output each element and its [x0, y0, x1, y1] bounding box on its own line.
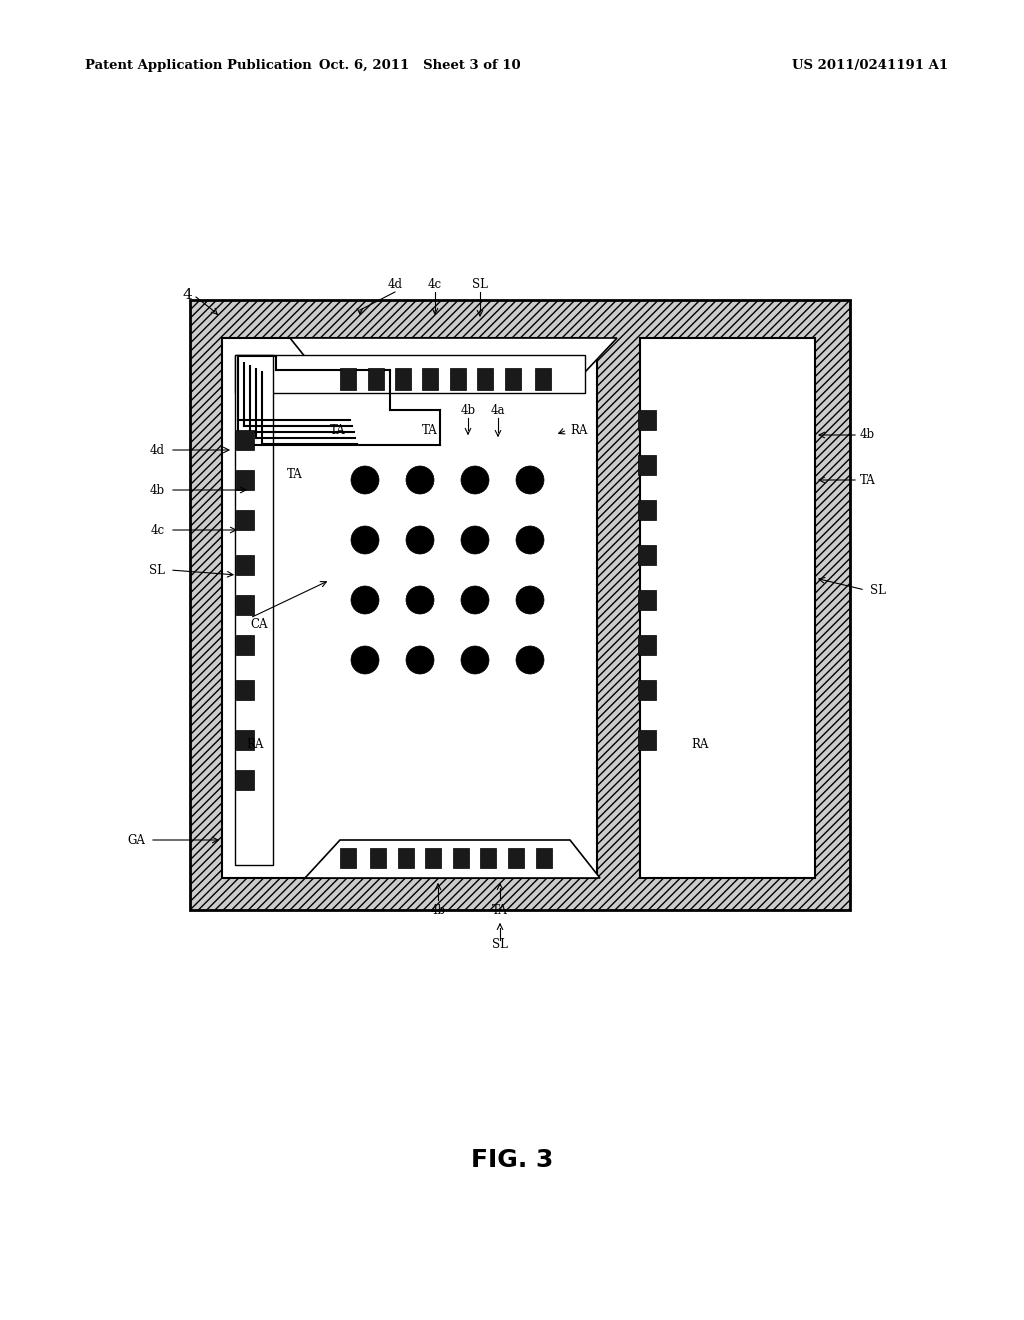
Text: GA: GA — [127, 833, 145, 846]
Text: TA: TA — [493, 903, 508, 916]
Bar — [535, 368, 551, 389]
Bar — [477, 368, 493, 389]
Bar — [425, 847, 441, 869]
Text: 4b: 4b — [430, 903, 445, 916]
Text: TA: TA — [330, 424, 346, 437]
Text: SL: SL — [472, 279, 488, 292]
Text: 4b: 4b — [860, 429, 876, 441]
Bar — [370, 847, 386, 869]
Bar — [368, 368, 384, 389]
Circle shape — [351, 645, 379, 675]
Bar — [536, 847, 552, 869]
Polygon shape — [290, 338, 617, 388]
Circle shape — [351, 586, 379, 614]
Text: TA: TA — [287, 469, 303, 482]
Bar — [190, 300, 850, 909]
Bar — [638, 411, 656, 430]
Bar — [395, 368, 411, 389]
Circle shape — [516, 645, 544, 675]
Text: FIG. 3: FIG. 3 — [471, 1148, 553, 1172]
Text: RA: RA — [247, 738, 264, 751]
Circle shape — [461, 586, 489, 614]
Text: TA: TA — [422, 424, 438, 437]
Bar — [236, 770, 254, 789]
Bar — [236, 430, 254, 450]
Text: 4b: 4b — [150, 483, 165, 496]
Bar — [638, 635, 656, 655]
Bar — [236, 470, 254, 490]
Bar — [638, 500, 656, 520]
Circle shape — [516, 466, 544, 494]
Bar — [638, 730, 656, 750]
Bar — [236, 680, 254, 700]
Text: TA: TA — [860, 474, 876, 487]
Bar — [398, 847, 414, 869]
Text: 4a: 4a — [490, 404, 505, 417]
Bar — [234, 355, 273, 865]
Circle shape — [461, 466, 489, 494]
Circle shape — [351, 466, 379, 494]
Text: SL: SL — [493, 939, 508, 952]
Text: SL: SL — [150, 564, 165, 577]
Text: 4d: 4d — [150, 444, 165, 457]
Bar — [508, 847, 524, 869]
Text: 4c: 4c — [151, 524, 165, 536]
Text: 4d: 4d — [387, 279, 402, 292]
Circle shape — [461, 645, 489, 675]
Circle shape — [461, 525, 489, 554]
Bar — [340, 368, 356, 389]
Bar — [638, 455, 656, 475]
Circle shape — [406, 645, 434, 675]
Bar — [453, 847, 469, 869]
Text: SL: SL — [870, 583, 886, 597]
Bar — [450, 368, 466, 389]
Text: 4c: 4c — [428, 279, 442, 292]
Bar — [236, 595, 254, 615]
Bar — [234, 355, 585, 393]
Text: 4b: 4b — [461, 404, 475, 417]
Bar — [340, 847, 356, 869]
Circle shape — [351, 525, 379, 554]
Bar — [236, 554, 254, 576]
Circle shape — [516, 586, 544, 614]
Bar — [480, 847, 496, 869]
Bar — [640, 338, 815, 878]
Text: 4: 4 — [182, 288, 193, 302]
Text: RA: RA — [570, 424, 588, 437]
Circle shape — [406, 466, 434, 494]
Text: Patent Application Publication: Patent Application Publication — [85, 58, 311, 71]
Circle shape — [406, 586, 434, 614]
Bar — [638, 590, 656, 610]
Bar — [236, 730, 254, 750]
Circle shape — [516, 525, 544, 554]
Bar — [638, 545, 656, 565]
Text: CA: CA — [250, 619, 267, 631]
Text: Oct. 6, 2011   Sheet 3 of 10: Oct. 6, 2011 Sheet 3 of 10 — [319, 58, 521, 71]
Bar — [638, 680, 656, 700]
Bar — [505, 368, 521, 389]
Text: US 2011/0241191 A1: US 2011/0241191 A1 — [792, 58, 948, 71]
Text: RA: RA — [691, 738, 709, 751]
Bar — [222, 338, 597, 878]
Circle shape — [406, 525, 434, 554]
Bar — [236, 635, 254, 655]
Polygon shape — [305, 840, 600, 878]
Bar — [236, 510, 254, 531]
Bar — [422, 368, 438, 389]
